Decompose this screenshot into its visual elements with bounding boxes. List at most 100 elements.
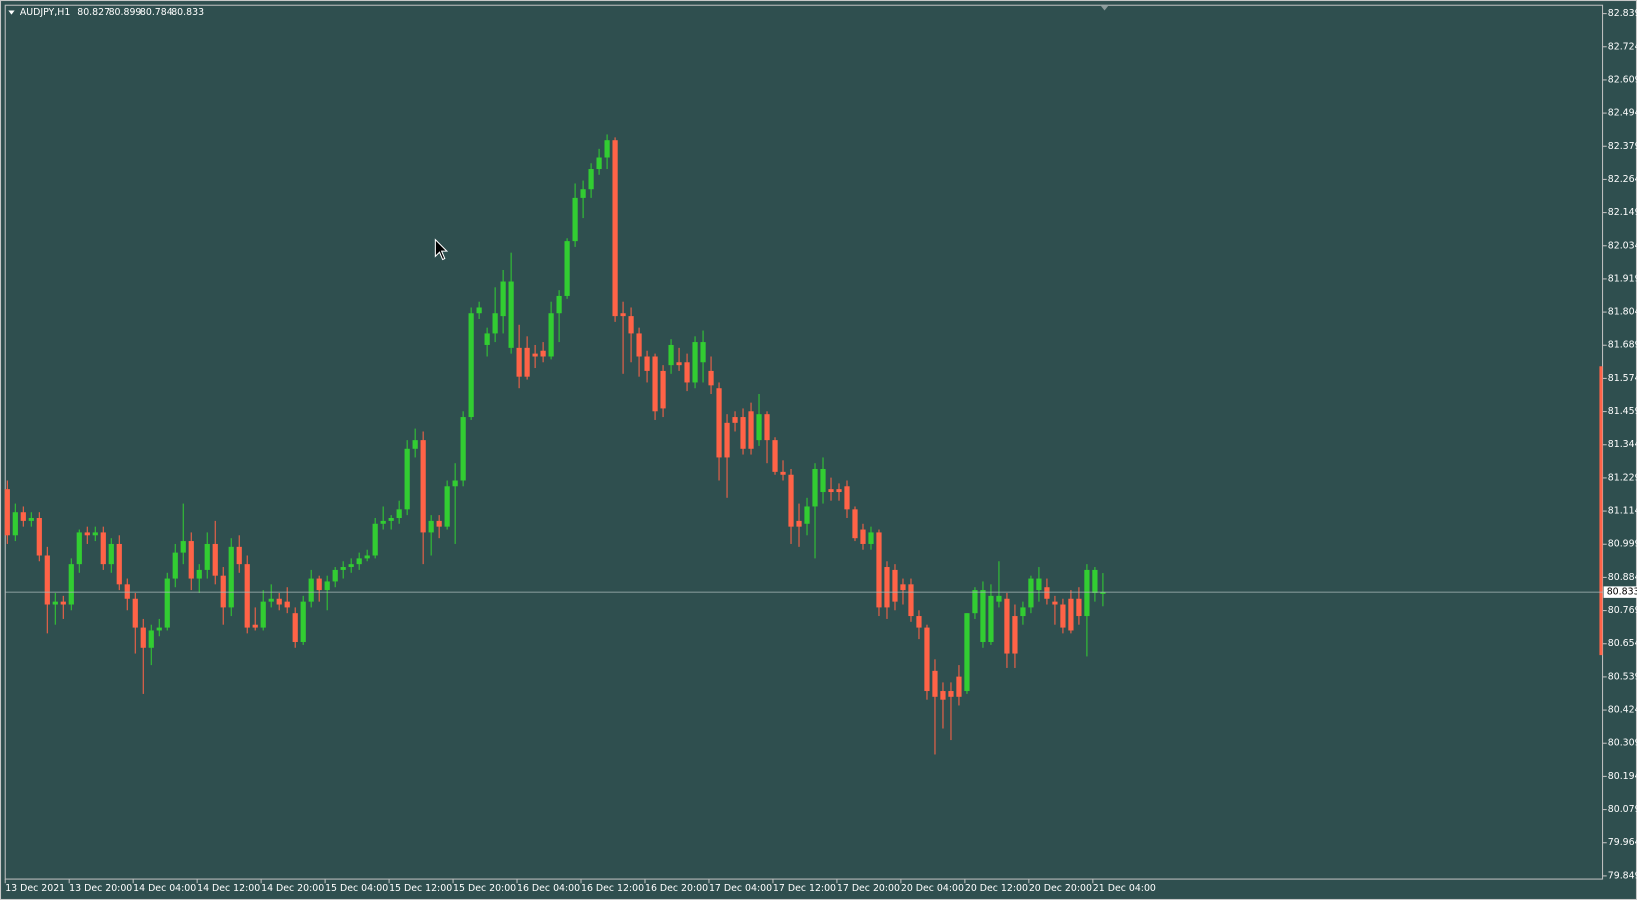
candle-body [524, 347, 530, 377]
candle-body [28, 517, 34, 521]
x-tick-label: 20 Dec 04:00 [901, 883, 964, 894]
y-tick-label: 82.609 [1608, 74, 1637, 85]
candle-body [556, 295, 562, 314]
y-tick-label: 82.724 [1608, 41, 1637, 52]
candle-body [260, 601, 266, 628]
candle-body [1060, 604, 1066, 628]
candle-body [460, 417, 466, 481]
candle-body [484, 333, 490, 345]
header-close: 80.833 [171, 7, 204, 18]
y-tick-label: 82.149 [1608, 207, 1637, 218]
candle-body [252, 624, 258, 628]
candle-body [36, 517, 42, 556]
candle-body [1028, 578, 1034, 608]
x-tick-label: 17 Dec 20:00 [837, 883, 900, 894]
candle-body [196, 569, 202, 579]
header-high: 80.899 [109, 7, 142, 18]
y-tick-label: 81.344 [1608, 439, 1637, 450]
header-low: 80.784 [140, 7, 173, 18]
mouse-cursor [434, 238, 449, 261]
candle-body [324, 581, 330, 591]
x-tick-label: 16 Dec 20:00 [645, 883, 708, 894]
header-arrow[interactable] [8, 10, 15, 15]
candle-body [820, 468, 826, 493]
candle-body [436, 520, 442, 527]
y-tick-label: 80.999 [1608, 539, 1637, 550]
candle-body [1084, 569, 1090, 617]
x-tick-label: 15 Dec 20:00 [453, 883, 516, 894]
candle-body [796, 520, 802, 527]
candle-body [388, 517, 394, 521]
candle-body [420, 440, 426, 533]
candle-body [884, 567, 890, 608]
candle-body [580, 189, 586, 198]
y-tick-label: 82.379 [1608, 141, 1637, 152]
y-tick-label: 82.264 [1608, 174, 1637, 185]
candle-body [156, 627, 162, 631]
bid-price-label: 80.833 [1607, 587, 1637, 598]
candle-body [596, 157, 602, 170]
candle-body [84, 532, 90, 536]
y-tick-label: 80.079 [1608, 804, 1637, 815]
candle-body [4, 489, 10, 536]
x-tick-label: 16 Dec 04:00 [517, 883, 580, 894]
candle-body [508, 281, 514, 348]
x-tick-label: 15 Dec 04:00 [325, 883, 388, 894]
candle-body [548, 313, 554, 357]
candle-body [828, 489, 834, 493]
candle-body [588, 169, 594, 190]
x-tick-label: 16 Dec 12:00 [581, 883, 644, 894]
candle-body [1012, 616, 1018, 654]
candle-body [860, 529, 866, 544]
candle-body [732, 417, 738, 423]
candle-body [332, 569, 338, 582]
candle-body [964, 613, 970, 692]
y-tick-label: 80.769 [1608, 605, 1637, 616]
candle-body [540, 350, 546, 357]
y-tick-label: 81.919 [1608, 273, 1637, 284]
candle-body [1020, 607, 1026, 617]
candle-body [12, 512, 18, 536]
candle-body [1100, 592, 1106, 594]
candle-body [188, 541, 194, 579]
candle-body [452, 480, 458, 487]
candle-body [292, 613, 298, 643]
candle-body [812, 468, 818, 507]
candle-body [764, 414, 770, 441]
candle-body [892, 569, 898, 602]
candle-body [404, 448, 410, 510]
plot-area [4, 134, 1603, 755]
y-tick-label: 80.194 [1608, 771, 1637, 782]
candle-body [684, 362, 690, 383]
chart-header: AUDJPY,H1 80.827 80.899 80.784 80.833 [8, 7, 204, 18]
y-tick-label: 80.654 [1608, 638, 1637, 649]
candle-body [180, 541, 186, 553]
candle-body [92, 532, 98, 536]
candle-body [716, 388, 722, 458]
candle-body [1068, 598, 1074, 631]
candle-body [980, 590, 986, 643]
candle-body [76, 532, 82, 565]
candle-body [572, 197, 578, 242]
symbol-label: AUDJPY,H1 [20, 7, 70, 18]
candle-body [988, 595, 994, 643]
candle-body [620, 313, 626, 317]
candle-body [628, 316, 634, 334]
candle-body [924, 627, 930, 692]
candle-body [748, 411, 754, 449]
candle-body [140, 627, 146, 648]
candle-body [1004, 598, 1010, 654]
candle-body [868, 532, 874, 544]
candle-body [516, 347, 522, 377]
candle-body [788, 474, 794, 527]
candle-body [844, 486, 850, 510]
candle-body [708, 370, 714, 386]
candle-body [948, 691, 954, 697]
candle-body [500, 281, 506, 317]
candle-body [220, 575, 226, 608]
x-tick-label: 13 Dec 20:00 [69, 883, 132, 894]
